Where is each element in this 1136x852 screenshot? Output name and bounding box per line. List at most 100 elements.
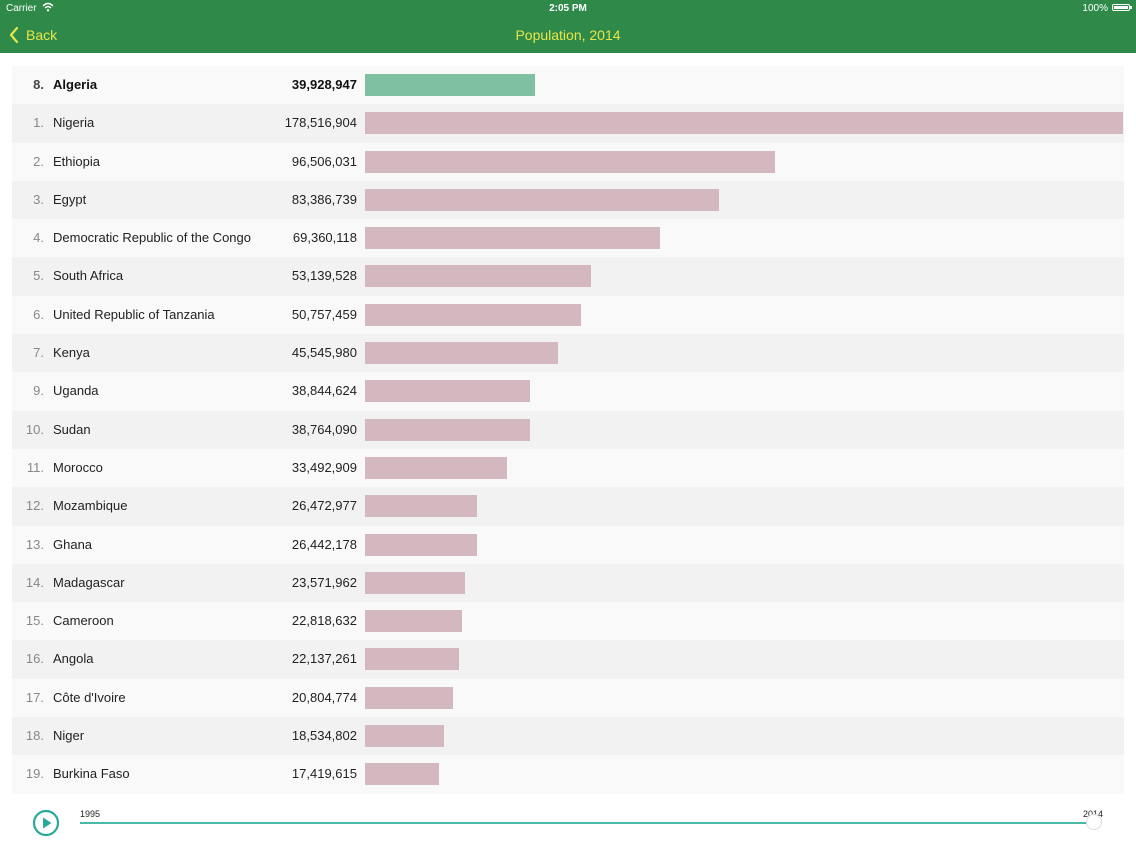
page-title: Population, 2014 (515, 27, 621, 43)
population-bar (365, 112, 1123, 135)
country-name: Ethiopia (53, 153, 100, 169)
country-name: Ghana (53, 536, 93, 552)
list-item[interactable]: 8. Algeria 39,928,947 (12, 66, 1124, 105)
population-value: 96,506,031 (291, 153, 357, 169)
list-item[interactable]: 13. Ghana 26,442,178 (12, 525, 1124, 564)
country-name: Algeria (53, 77, 98, 92)
population-value: 83,386,739 (291, 191, 357, 207)
population-bar (365, 303, 581, 326)
population-bar (365, 495, 478, 518)
wifi-icon (42, 2, 54, 12)
rank-label: 3. (33, 191, 44, 207)
chevron-left-icon (9, 26, 19, 44)
year-slider-thumb[interactable] (1086, 814, 1102, 830)
country-name: South Africa (53, 268, 124, 284)
list-item[interactable]: 3. Egypt 83,386,739 (12, 180, 1124, 220)
country-name: Egypt (53, 191, 87, 207)
list-item[interactable]: 12. Mozambique 26,472,977 (12, 487, 1124, 526)
list-item[interactable]: 11. Morocco 33,492,909 (12, 448, 1124, 488)
country-name: Morocco (53, 459, 103, 475)
population-value: 17,419,615 (291, 766, 357, 782)
population-value: 38,844,624 (291, 383, 357, 399)
population-bar (365, 265, 591, 288)
timeline-bar: 1995 2014 (0, 796, 1136, 852)
country-name: Niger (53, 728, 85, 744)
rank-label: 8. (33, 77, 44, 92)
list-item[interactable]: 2. Ethiopia 96,506,031 (12, 142, 1124, 181)
population-bar (365, 571, 466, 594)
population-value: 69,360,118 (292, 230, 357, 246)
population-value: 23,571,962 (291, 574, 357, 590)
list-item[interactable]: 15. Cameroon 22,818,632 (12, 602, 1124, 641)
battery-percentage: 100% (1082, 3, 1108, 14)
population-value: 53,139,528 (291, 268, 357, 284)
country-name: Mozambique (53, 498, 128, 514)
population-value: 50,757,459 (291, 306, 357, 322)
rank-label: 11. (26, 459, 44, 475)
population-value: 22,137,261 (291, 651, 357, 667)
country-name: Cameroon (53, 613, 114, 629)
list-item[interactable]: 14. Madagascar 23,571,962 (12, 563, 1124, 603)
battery-icon (1112, 4, 1132, 11)
list-item[interactable]: 9. Uganda 38,844,624 (12, 372, 1124, 411)
list-item[interactable]: 18. Niger 18,534,802 (12, 717, 1124, 756)
population-bar (365, 342, 559, 365)
population-bar (365, 188, 720, 211)
population-value: 20,804,774 (291, 689, 357, 705)
country-name: Nigeria (53, 115, 95, 131)
population-list: 8. Algeria 39,928,947 1. Nigeria 178,516,904 2… (12, 66, 1124, 794)
population-value: 22,818,632 (291, 613, 357, 629)
rank-label: 2. (33, 153, 44, 169)
population-value: 33,492,909 (291, 459, 357, 475)
rank-label: 16. (25, 651, 44, 667)
population-bar (365, 456, 508, 479)
carrier-label: Carrier (6, 3, 37, 14)
list-item[interactable]: 6. United Republic of Tanzania 50,757,459 (12, 295, 1124, 335)
population-value: 38,764,090 (291, 421, 357, 437)
list-item[interactable]: 4. Democratic Republic of the Congo 69,360… (12, 219, 1124, 258)
population-bar (365, 150, 775, 173)
population-value: 26,472,977 (291, 498, 357, 514)
population-bar (365, 533, 478, 556)
list-item[interactable]: 17. Côte d'Ivoire 20,804,774 (12, 678, 1124, 718)
population-bar (365, 227, 660, 250)
list-item[interactable]: 7. Kenya 45,545,980 (12, 334, 1124, 373)
population-value: 39,928,947 (291, 77, 357, 92)
country-name: Madagascar (53, 574, 125, 590)
country-name: Angola (53, 651, 94, 667)
population-value: 18,534,802 (291, 728, 357, 744)
population-bar (365, 74, 535, 96)
rank-label: 15. (25, 613, 44, 629)
population-bar (365, 686, 454, 709)
rank-label: 7. (33, 345, 44, 361)
country-name: United Republic of Tanzania (53, 306, 215, 322)
country-name: Democratic Republic of the Congo (53, 230, 251, 246)
rank-label: 17. (25, 689, 44, 705)
population-value: 26,442,178 (291, 536, 357, 552)
back-label: Back (26, 27, 58, 43)
rank-label: 18. (25, 728, 44, 744)
population-value: 178,516,904 (284, 115, 357, 131)
country-name: Côte d'Ivoire (53, 689, 126, 705)
rank-label: 4. (33, 230, 44, 246)
play-icon[interactable] (32, 809, 60, 837)
list-item[interactable]: 19. Burkina Faso 17,419,615 (12, 755, 1124, 794)
country-name: Burkina Faso (53, 766, 130, 782)
population-bar (365, 725, 444, 748)
list-item[interactable]: 5. South Africa 53,139,528 (12, 257, 1124, 296)
population-value: 45,545,980 (291, 345, 357, 361)
year-slider[interactable] (80, 822, 1096, 824)
list-item[interactable]: 16. Angola 22,137,261 (12, 640, 1124, 679)
population-bar (365, 610, 462, 633)
country-name: Uganda (53, 383, 99, 399)
list-item[interactable]: 10. Sudan 38,764,090 (12, 410, 1124, 449)
population-bar (365, 418, 530, 441)
rank-label: 13. (25, 536, 44, 552)
rank-label: 19. (25, 766, 44, 782)
country-name: Sudan (53, 421, 91, 437)
population-bar (365, 380, 530, 403)
header-bar: Carrier 2:05 PM 100% Back Population, 20… (0, 0, 1136, 53)
rank-label: 5. (33, 268, 44, 284)
list-item[interactable]: 1. Nigeria 178,516,904 (12, 104, 1124, 143)
rank-label: 14. (25, 574, 44, 590)
